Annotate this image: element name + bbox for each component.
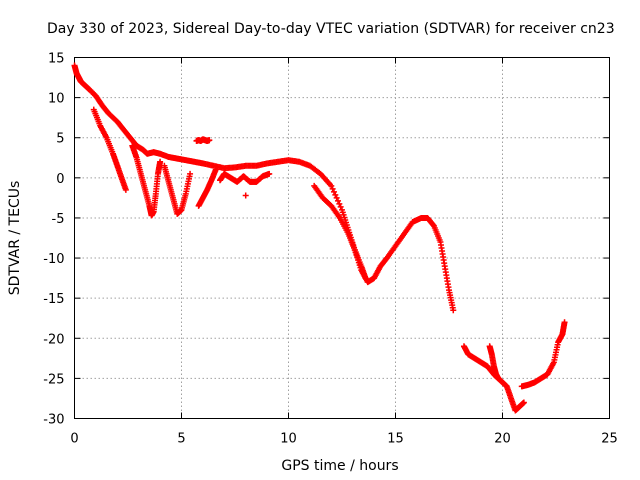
series-branch-7h: [217, 170, 273, 185]
y-tick-label: -5: [52, 212, 65, 227]
data-point: [187, 170, 194, 177]
series-branch-11h: [311, 182, 369, 282]
series-branch-dip-5h: [161, 162, 194, 217]
axis-ticks: 0 5 10 15 20 25 -30 -25 -20 -15 -10 -5 0 5 10 15: [43, 52, 618, 447]
data-point: [362, 275, 369, 282]
y-tick-label: 0: [56, 172, 64, 187]
y-tick-label: 5: [56, 132, 64, 147]
x-tick-label: 5: [177, 432, 185, 447]
data-point: [332, 191, 339, 198]
chart-title: Day 330 of 2023, Sidereal Day-to-day VTE…: [47, 21, 615, 37]
plot-frame: [74, 57, 610, 419]
grid: [74, 57, 610, 419]
data-point: [450, 307, 457, 314]
series-branch-early-low: [90, 106, 129, 193]
y-tick-label: -30: [43, 413, 64, 428]
data-point: [520, 399, 527, 406]
x-tick-label: 25: [601, 432, 618, 447]
x-tick-label: 20: [494, 432, 511, 447]
series-branch-dip-6h: [195, 166, 219, 209]
x-tick-label: 10: [280, 432, 297, 447]
x-tick-label: 15: [387, 432, 404, 447]
y-tick-label: -20: [43, 332, 64, 347]
series-branch-dip-3h: [129, 142, 164, 219]
data-point: [336, 200, 343, 207]
y-tick-label: -15: [43, 292, 64, 307]
data-point: [430, 221, 437, 228]
series-late-spike-19.6h: [486, 343, 502, 382]
data-point: [206, 137, 213, 144]
data-point: [157, 158, 164, 165]
y-tick-label: 10: [48, 92, 65, 107]
data-point: [266, 170, 273, 177]
y-tick-label: 15: [48, 52, 65, 67]
data-point: [328, 182, 335, 189]
series-late-cluster: [460, 343, 527, 414]
y-tick-label: -10: [43, 252, 64, 267]
series-end-tail: [518, 319, 568, 390]
series-main-trend: [71, 62, 457, 314]
x-tick-label: 0: [70, 432, 78, 447]
x-axis-label: GPS time / hours: [281, 458, 398, 474]
data-point: [122, 186, 129, 193]
series-cluster-6h-high: [193, 136, 213, 144]
y-tick-label: -25: [43, 372, 64, 387]
data-marks: [71, 62, 568, 414]
data-point: [212, 166, 219, 173]
series-isolated-8h: [242, 192, 249, 199]
data-point: [334, 197, 341, 204]
y-axis-label: SDTVAR / TECUs: [7, 181, 23, 296]
data-point: [242, 192, 249, 199]
data-point: [495, 375, 502, 382]
data-point: [561, 319, 568, 326]
data-point: [330, 188, 337, 195]
data-point: [333, 194, 340, 201]
data-point: [329, 185, 336, 192]
data-point: [337, 203, 344, 210]
